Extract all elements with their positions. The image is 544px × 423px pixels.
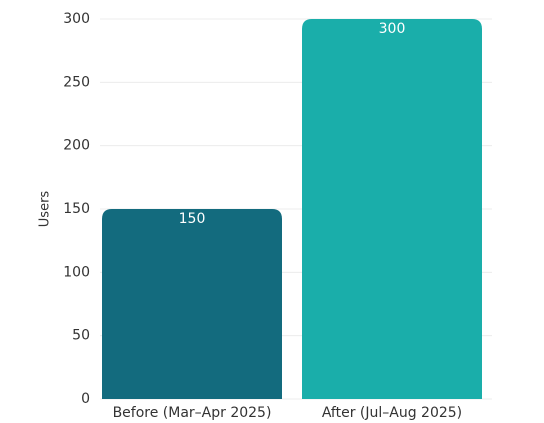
y-tick-label: 0: [81, 391, 90, 407]
y-tick-label: 100: [63, 264, 90, 280]
y-tick-label: 50: [72, 328, 90, 344]
x-tick-label: After (Jul–Aug 2025): [322, 405, 462, 421]
data-label: 150: [179, 211, 206, 227]
y-tick-label: 200: [63, 138, 90, 154]
y-tick-label: 300: [63, 11, 90, 27]
bar: [302, 19, 482, 399]
y-tick-label: 150: [63, 201, 90, 217]
y-tick-label: 250: [63, 74, 90, 90]
bar: [102, 209, 282, 399]
x-tick-label: Before (Mar–Apr 2025): [113, 405, 272, 421]
y-axis-label: Users: [38, 191, 53, 228]
data-label: 300: [379, 21, 406, 37]
